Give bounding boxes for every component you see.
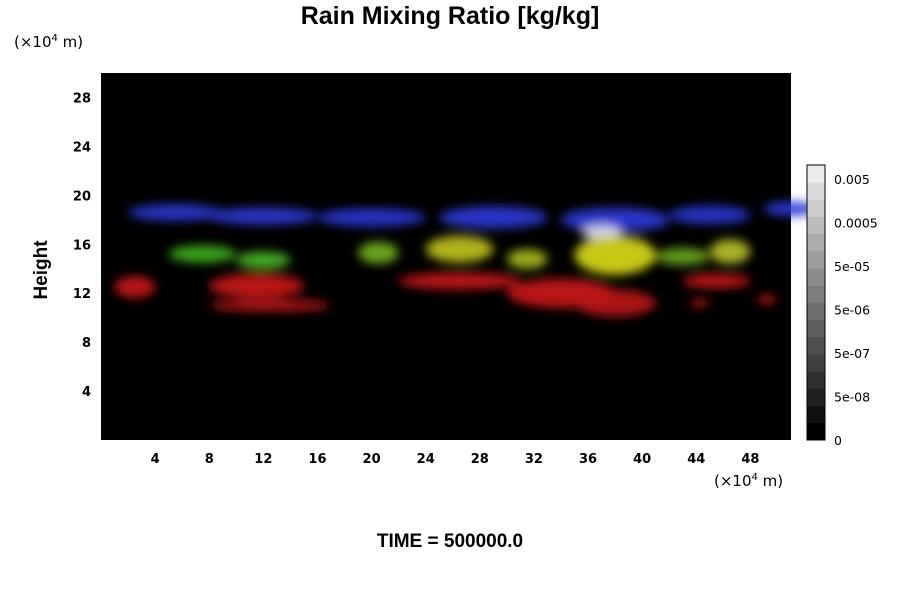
colorbar-band [807,405,825,424]
colorbar-band [807,285,825,303]
rain-field [114,201,819,317]
x-tick-label: 44 [687,452,705,467]
field-blob-blue-6 [763,201,819,217]
x-tick-label: 32 [525,452,543,467]
field-blob-green-8 [168,245,237,263]
colorbar-tick-label: 0.005 [834,172,870,187]
colorbar-tick-label: 5e-06 [834,303,870,318]
x-tick-label: 16 [308,452,326,467]
field-blob-blue-0 [128,204,223,221]
colorbar-band [807,422,825,441]
field-blob-red-16 [114,276,156,299]
field-blob-red-18 [209,299,331,312]
time-label: TIME = 500000.0 [376,531,524,552]
x-tick-label: 28 [471,452,489,467]
field-blob-green-10 [358,241,399,264]
colorbar-band [807,268,825,286]
x-tick-label: 8 [205,452,214,467]
x-tick-label: 12 [254,452,272,467]
y-tick-label: 4 [82,385,91,400]
y-axis-unit: (×104 m) [14,33,84,51]
x-axis-ticks: 4 8 12 16 20 24 28 32 36 40 44 48 [151,452,760,467]
x-tick-label: 36 [579,452,597,467]
colorbar-band [807,216,825,235]
colorbar-tick-label: 0 [834,433,842,448]
colorbar-band [807,165,825,183]
colorbar-band [807,199,825,217]
y-tick-label: 16 [73,238,91,253]
field-blob-red-21 [574,289,656,317]
colorbar-tick-label: 5e-08 [834,390,870,405]
field-blob-red-19 [398,272,521,290]
y-tick-label: 20 [73,189,91,204]
y-tick-label: 28 [73,91,91,106]
colorbar-band [807,319,825,338]
field-blob-green-11 [655,247,710,266]
field-blob-blue-5 [669,205,751,225]
field-blob-red-22 [682,273,751,289]
field-blob-blue-2 [317,208,426,227]
x-tick-label: 48 [741,452,759,467]
colorbar-band [807,182,825,200]
colorbar-band [807,302,825,320]
field-blob-red-23 [689,299,710,307]
field-blob-blue-1 [209,207,318,225]
y-tick-label: 12 [73,287,91,302]
field-blob-yellow-13 [574,235,656,275]
y-tick-label: 24 [73,140,91,155]
field-blob-green-9 [236,251,291,269]
field-blob-yellow-14 [709,239,751,264]
colorbar-tick-label: 5e-05 [834,259,870,274]
colorbar-band [807,354,825,372]
colorbar-frame [806,164,826,441]
y-axis-ticks: 4 8 12 16 20 24 28 [73,91,91,400]
colorbar-band [807,233,825,252]
colorbar-band [807,250,825,269]
field-blob-yellow-15 [506,249,548,269]
colorbar-band [807,336,825,355]
field-blob-white-7 [581,224,622,240]
field-blob-blue-4 [561,207,670,233]
colorbar-band [807,388,825,406]
colorbar-band [807,371,825,389]
x-tick-label: 40 [633,452,651,467]
x-tick-label: 4 [151,452,160,467]
x-tick-label: 20 [363,452,381,467]
field-blob-red-17 [209,273,304,299]
y-tick-label: 8 [82,336,91,351]
x-tick-label: 24 [417,452,435,467]
field-blob-yellow-12 [425,235,494,263]
chart-title: Rain Mixing Ratio [kg/kg] [300,2,600,30]
colorbar: 0.005 0.0005 5e-05 5e-06 5e-07 5e-08 0 [806,164,878,448]
field-blob-red-24 [757,295,777,304]
colorbar-tick-label: 5e-07 [834,346,870,361]
field-blob-blue-3 [439,206,548,229]
colorbar-tick-label: 0.0005 [834,216,878,231]
x-axis-unit: (×104 m) [714,472,784,490]
